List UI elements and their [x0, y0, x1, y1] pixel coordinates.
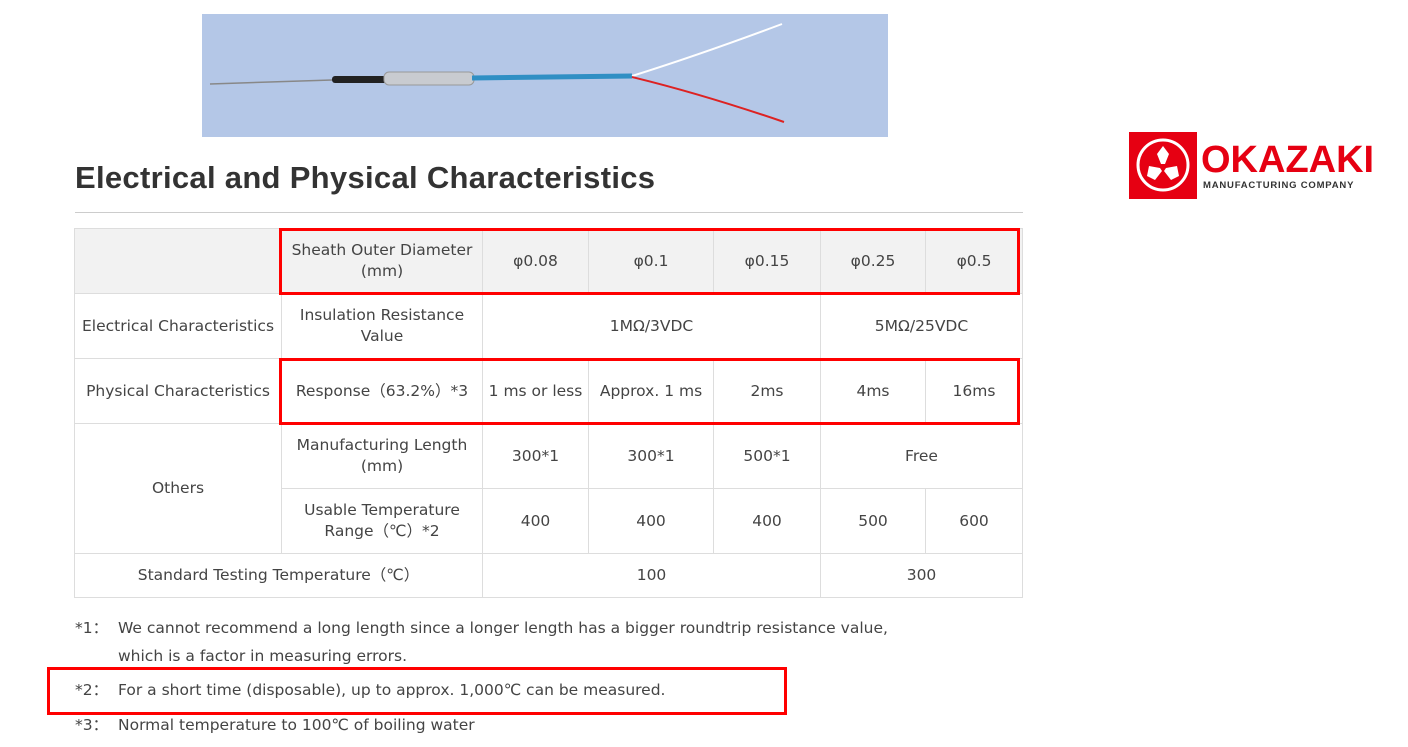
cell: φ0.1 — [588, 228, 714, 294]
highlight-box-response — [279, 358, 1020, 425]
footnote-text: For a short time (disposable), up to app… — [118, 681, 666, 699]
table-row: Standard Testing Temperature（℃） 100 300 — [74, 553, 1023, 598]
cell: 100 — [482, 553, 821, 598]
row-label: Response（63.2%）*3 — [281, 358, 483, 424]
row-label: Standard Testing Temperature（℃） — [74, 553, 483, 598]
table-row: Others Manufacturing Length (mm) 300*1 3… — [74, 423, 1023, 554]
empty-cell — [74, 228, 282, 294]
cell: 500 — [820, 488, 926, 554]
characteristics-table: Sheath Outer Diameter (mm) φ0.08 φ0.1 φ0… — [74, 228, 1023, 598]
table-row: Electrical Characteristics Insulation Re… — [74, 293, 1023, 359]
cell: φ0.25 — [820, 228, 926, 294]
cell: 300 — [820, 553, 1023, 598]
thermocouple-product-image — [202, 14, 888, 137]
cell: 300*1 — [482, 423, 589, 489]
cell: 5MΩ/25VDC — [820, 293, 1023, 359]
table-row: Usable Temperature Range（℃）*2 400 400 40… — [75, 488, 1023, 554]
page-title: Electrical and Physical Characteristics — [75, 160, 656, 195]
footnote-2: *2： For a short time (disposable), up to … — [75, 676, 666, 704]
group-label: Others — [74, 423, 282, 554]
footnote-mark: *1： — [75, 619, 109, 637]
footnote-mark: *2： — [75, 681, 109, 699]
cell: 500*1 — [713, 423, 821, 489]
title-divider — [75, 212, 1023, 213]
footnote-text: We cannot recommend a long length since … — [118, 619, 888, 637]
footnote-1: *1： We cannot recommend a long length sin… — [75, 614, 888, 670]
group-label: Electrical Characteristics — [74, 293, 282, 359]
footnote-mark: *3： — [75, 716, 109, 734]
cell: φ0.15 — [713, 228, 821, 294]
footnote-3: *3： Normal temperature to 100℃ of boiling… — [75, 711, 475, 739]
cell: 400 — [588, 488, 714, 554]
row-label: Usable Temperature Range（℃）*2 — [281, 488, 483, 554]
highlight-box-note2 — [47, 667, 787, 715]
okazaki-logo: OKAZAKI MANUFACTURING COMPANY — [1129, 132, 1391, 199]
cell: 2ms — [713, 358, 821, 424]
cell: φ0.5 — [925, 228, 1023, 294]
row-label: Insulation Resistance Value — [281, 293, 483, 359]
row-label: Manufacturing Length (mm) — [281, 423, 483, 489]
cell: 400 — [482, 488, 589, 554]
cell: 400 — [713, 488, 821, 554]
group-label: Physical Characteristics — [74, 358, 282, 424]
cell: Free — [820, 423, 1023, 489]
highlight-box-diameter — [279, 228, 1020, 295]
cell: 300*1 — [588, 423, 714, 489]
cell: 1 ms or less — [482, 358, 589, 424]
svg-text:MANUFACTURING COMPANY: MANUFACTURING COMPANY — [1203, 180, 1354, 191]
footnote-text: Normal temperature to 100℃ of boiling wa… — [118, 716, 475, 734]
cell: 600 — [925, 488, 1023, 554]
cell: Approx. 1 ms — [588, 358, 714, 424]
table-row: Sheath Outer Diameter (mm) φ0.08 φ0.1 φ0… — [74, 228, 1023, 294]
svg-text:OKAZAKI: OKAZAKI — [1201, 139, 1374, 181]
cell: 1MΩ/3VDC — [482, 293, 821, 359]
row-label: Sheath Outer Diameter (mm) — [281, 228, 483, 294]
footnote-text: which is a factor in measuring errors. — [118, 647, 408, 665]
cell: φ0.08 — [482, 228, 589, 294]
